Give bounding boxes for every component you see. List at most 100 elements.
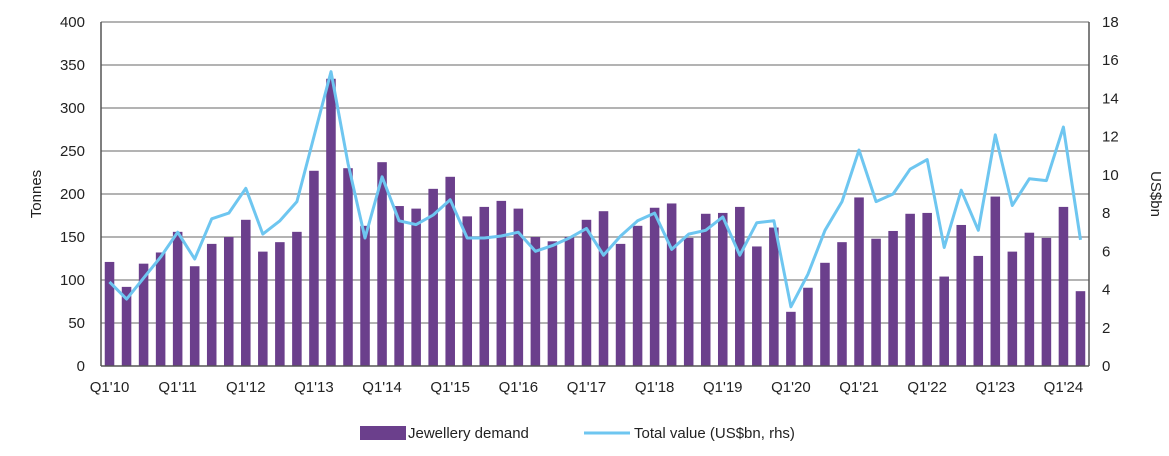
- bar: [717, 212, 728, 366]
- bar: [1058, 206, 1069, 366]
- right-axis-ticks: 0 2 4 6 8 10 12 14 16 18: [1102, 14, 1119, 375]
- bar: [360, 225, 370, 366]
- bar: [1007, 251, 1018, 366]
- bar: [649, 207, 660, 366]
- x-tick-label: Q1'10: [90, 379, 130, 396]
- bar: [973, 255, 984, 366]
- y2-tick-label: 2: [1102, 320, 1110, 337]
- y-tick-label: 250: [60, 143, 85, 160]
- bar: [905, 213, 915, 366]
- x-tick-label: Q1'19: [703, 379, 743, 396]
- bar: [496, 200, 507, 366]
- y2-tick-label: 8: [1102, 205, 1110, 222]
- bar: [155, 252, 166, 366]
- legend-label-total-value: Total value (US$bn, rhs): [634, 425, 795, 442]
- bar: [735, 206, 745, 366]
- left-axis-title: Tonnes: [28, 170, 45, 218]
- axes: [100, 22, 1090, 367]
- bar: [172, 231, 183, 366]
- bar: [632, 225, 643, 366]
- bar: [479, 206, 490, 366]
- bar: [121, 286, 132, 366]
- x-tick-label: Q1'20: [771, 379, 811, 396]
- bar: [394, 206, 404, 366]
- y-tick-label: 350: [60, 57, 85, 74]
- bar: [241, 219, 251, 366]
- x-tick-label: Q1'15: [430, 379, 470, 396]
- bar: [1041, 237, 1052, 366]
- x-tick-label: Q1'14: [362, 379, 402, 396]
- bar: [820, 262, 830, 366]
- bar: [275, 242, 285, 366]
- bar: [854, 197, 864, 366]
- bar: [598, 211, 609, 366]
- x-tick-label: Q1'17: [567, 379, 607, 396]
- y2-tick-label: 0: [1102, 358, 1110, 375]
- bar: [922, 212, 932, 366]
- bar: [615, 243, 626, 366]
- bar: [683, 237, 694, 366]
- bar: [752, 246, 762, 366]
- bar: [428, 188, 438, 366]
- y-tick-label: 50: [68, 315, 85, 332]
- y-tick-label: 200: [60, 186, 85, 203]
- bar: [445, 176, 455, 366]
- bar: [411, 208, 421, 366]
- bar: [138, 263, 149, 366]
- line-series: [108, 70, 1082, 309]
- legend-label-jewellery: Jewellery demand: [408, 425, 529, 442]
- y2-tick-label: 10: [1102, 167, 1119, 184]
- y-tick-label: 400: [60, 14, 85, 31]
- y2-tick-label: 18: [1102, 14, 1119, 31]
- x-tick-label: Q1'21: [839, 379, 879, 396]
- left-axis-ticks: 0 50 100 150 200 250 300 350 400: [60, 14, 85, 375]
- y2-tick-label: 6: [1102, 243, 1110, 260]
- bar: [803, 287, 813, 366]
- bar-series: [104, 78, 1086, 366]
- y-tick-label: 300: [60, 100, 85, 117]
- y-tick-label: 100: [60, 272, 85, 289]
- bar: [547, 241, 558, 366]
- bar: [837, 242, 847, 366]
- bar: [564, 237, 575, 366]
- bar: [189, 266, 200, 366]
- bar: [1024, 232, 1035, 366]
- right-axis-title: US$bn: [1147, 171, 1164, 217]
- x-tick-label: Q1'18: [635, 379, 675, 396]
- bar: [513, 208, 524, 366]
- bar: [223, 237, 234, 366]
- bar: [104, 261, 115, 366]
- x-axis-ticks: Q1'10 Q1'11 Q1'12 Q1'13 Q1'14 Q1'15 Q1'16 Q1'17…: [90, 379, 1083, 396]
- y-tick-label: 0: [77, 358, 85, 375]
- x-tick-label: Q1'22: [907, 379, 947, 396]
- bar: [939, 276, 949, 366]
- bar: [206, 243, 217, 366]
- bar: [666, 203, 677, 366]
- bar: [292, 231, 302, 366]
- bar: [343, 168, 353, 366]
- bar: [956, 224, 967, 366]
- bar: [258, 251, 268, 366]
- bar: [888, 230, 898, 366]
- bar: [530, 237, 541, 366]
- bar: [786, 311, 796, 366]
- y2-tick-label: 14: [1102, 90, 1119, 107]
- y2-tick-label: 4: [1102, 282, 1110, 299]
- total-value-line: [108, 70, 1082, 309]
- bar: [769, 227, 779, 366]
- bar: [990, 196, 1001, 366]
- y2-tick-label: 16: [1102, 52, 1119, 69]
- bar: [377, 162, 387, 366]
- bar: [700, 213, 711, 366]
- x-tick-label: Q1'12: [226, 379, 266, 396]
- y-tick-label: 150: [60, 229, 85, 246]
- x-tick-label: Q1'16: [499, 379, 539, 396]
- bar: [462, 216, 473, 366]
- x-tick-label: Q1'11: [158, 379, 196, 396]
- bar: [581, 219, 592, 366]
- bar: [326, 78, 336, 366]
- bar: [871, 238, 881, 366]
- x-tick-label: Q1'24: [1044, 379, 1084, 396]
- legend-swatch-jewellery: [360, 426, 406, 440]
